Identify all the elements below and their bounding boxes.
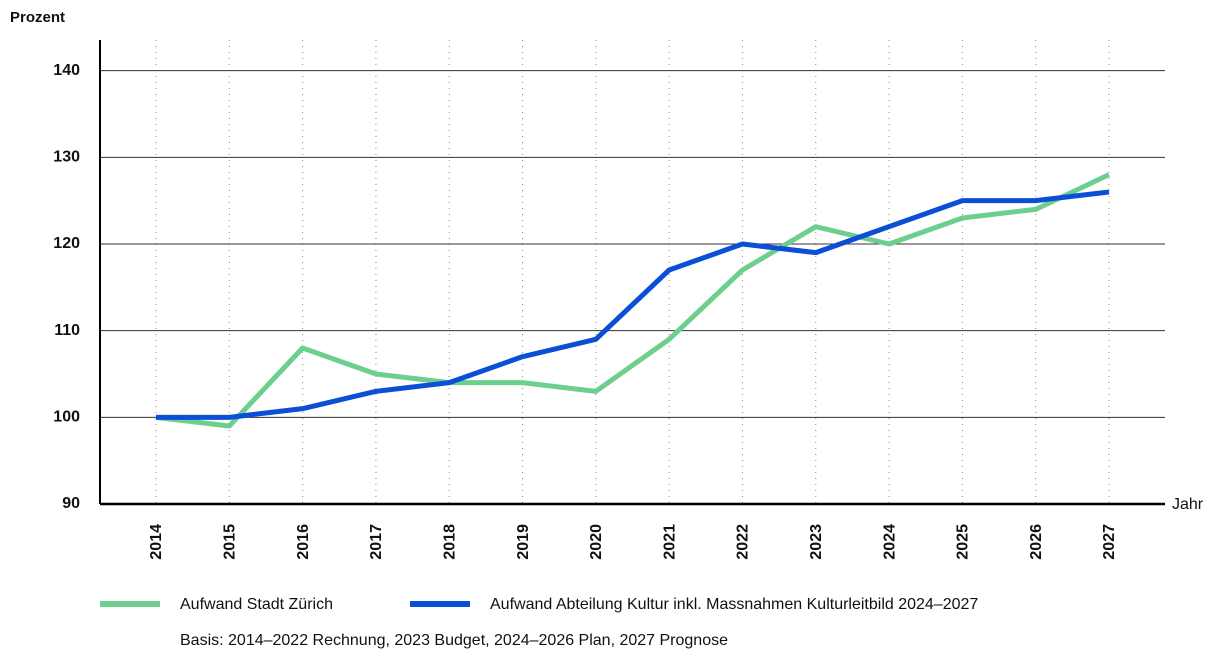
y-axis-label: Prozent xyxy=(10,9,65,26)
x-tick-label: 2016 xyxy=(295,524,312,560)
note: Basis: 2014–2022 Rechnung, 2023 Budget, … xyxy=(180,632,728,649)
legend-label: Aufwand Stadt Zürich xyxy=(180,596,333,613)
y-tick-label: 130 xyxy=(53,149,80,166)
x-axis-label: Jahr xyxy=(1172,496,1204,513)
y-tick-label: 90 xyxy=(62,495,80,512)
y-tick-label: 120 xyxy=(53,235,80,252)
x-tick-label: 2020 xyxy=(588,524,605,560)
x-tick-label: 2025 xyxy=(955,524,972,560)
x-tick-label: 2026 xyxy=(1028,524,1045,560)
y-tick-label: 140 xyxy=(53,62,80,79)
x-tick-label: 2015 xyxy=(222,524,239,560)
x-tick-label: 2022 xyxy=(735,524,752,560)
legend-label: Aufwand Abteilung Kultur inkl. Massnahme… xyxy=(490,596,978,613)
y-tick-label: 100 xyxy=(53,409,80,426)
series-line xyxy=(155,172,1111,429)
x-tick-label: 2027 xyxy=(1101,524,1118,560)
x-tick-label: 2019 xyxy=(515,524,532,560)
x-tick-label: 2023 xyxy=(808,524,825,560)
x-tick-label: 2018 xyxy=(441,524,458,560)
series-line xyxy=(156,189,1110,420)
y-tick-label: 110 xyxy=(54,322,80,339)
x-tick-label: 2021 xyxy=(661,524,678,560)
x-tick-label: 2017 xyxy=(368,524,385,560)
x-tick-label: 2024 xyxy=(881,524,898,560)
x-tick-label: 2014 xyxy=(148,524,165,560)
